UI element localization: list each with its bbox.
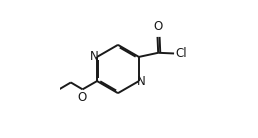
Text: Cl: Cl [176, 47, 187, 60]
Text: N: N [90, 50, 99, 63]
Text: N: N [137, 75, 146, 88]
Text: O: O [153, 20, 162, 33]
Text: O: O [77, 91, 86, 104]
